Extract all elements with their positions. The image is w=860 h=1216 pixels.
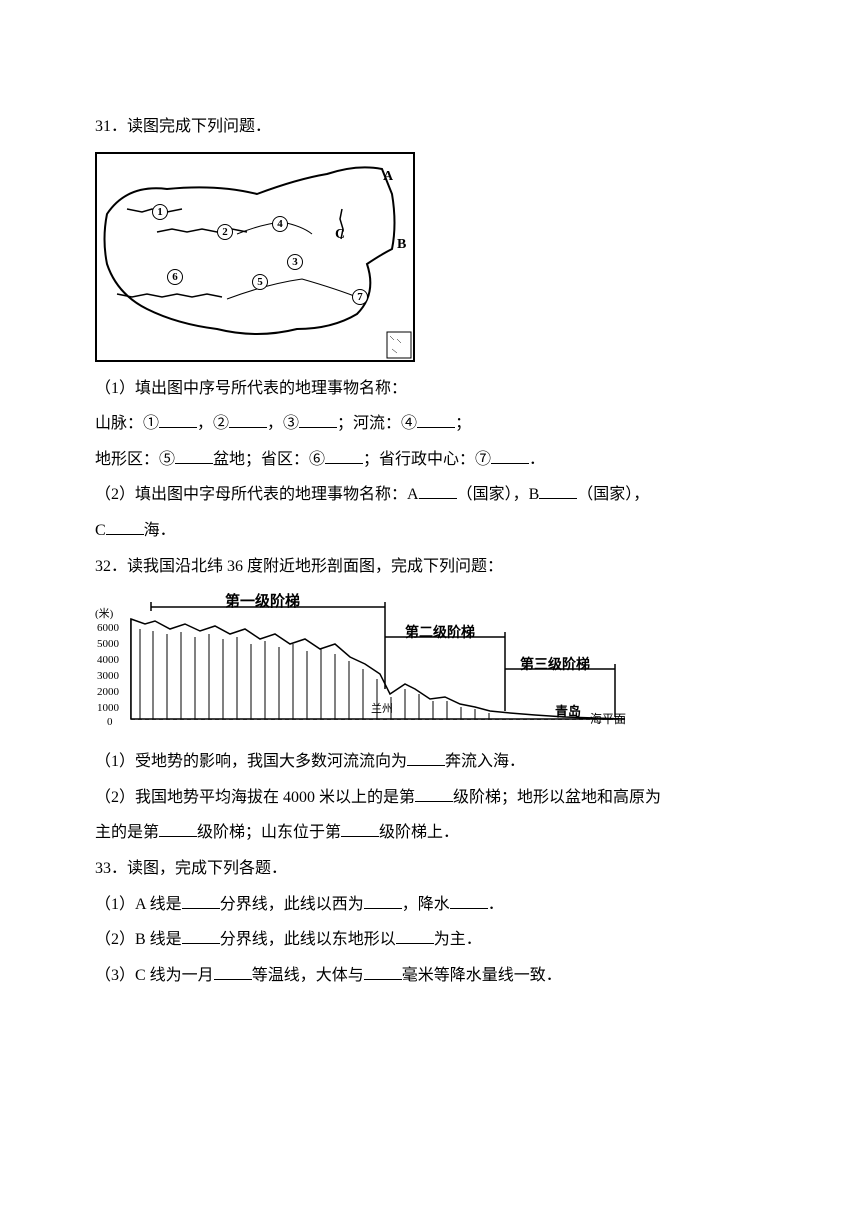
text: ，③	[267, 415, 299, 432]
lanzhou-label: 兰州	[371, 698, 393, 721]
map-label-b: B	[397, 230, 406, 259]
text: （1）A 线是	[95, 896, 182, 913]
blank[interactable]	[214, 964, 252, 980]
q33-number: 33	[95, 860, 111, 877]
blank[interactable]	[407, 750, 445, 766]
text: （2）填出图中字母所代表的地理事物名称：A	[95, 486, 419, 503]
map-circled-3: 3	[287, 254, 303, 270]
map-circled-2: 2	[217, 224, 233, 240]
text: 毫米等降水量线一致．	[402, 967, 562, 984]
text: ；河流：④	[337, 415, 417, 432]
text: 地形区：⑤	[95, 451, 175, 468]
text: ，降水	[402, 896, 450, 913]
q31-p1-line2: 山脉：① ，② ，③ ；河流：④ ；	[95, 407, 765, 441]
q31-p1-intro: （1）填出图中序号所代表的地理事物名称：	[95, 372, 765, 406]
text: （1）受地势的影响，我国大多数河流流向为	[95, 753, 407, 770]
q33-p2: （2）B 线是 分界线，此线以东地形以 为主．	[95, 923, 765, 957]
text: 分界线，此线以西为	[220, 896, 364, 913]
text: ；省行政中心：⑦	[363, 451, 491, 468]
q31-p2-line1: （2）填出图中字母所代表的地理事物名称：A （国家），B （国家），	[95, 478, 765, 512]
q32-chart: (米) 6000 5000 4000 3000 2000 1000 0	[95, 589, 635, 739]
text: （国家），B	[457, 486, 540, 503]
blank[interactable]	[325, 448, 363, 464]
blank[interactable]	[415, 786, 453, 802]
blank[interactable]	[417, 412, 455, 428]
blank[interactable]	[106, 519, 144, 535]
q31-p2-line2: C 海．	[95, 514, 765, 548]
blank[interactable]	[539, 483, 577, 499]
text: 海．	[144, 522, 176, 539]
q31-map: A B C 1 2 4 6 5 3 7	[95, 152, 415, 362]
sealevel-label: 海平面	[590, 707, 626, 732]
text: 盆地；省区：⑥	[213, 451, 325, 468]
text: （3）C 线为一月	[95, 967, 214, 984]
blank[interactable]	[450, 893, 488, 909]
blank[interactable]	[159, 821, 197, 837]
text: 级阶梯上．	[379, 824, 459, 841]
text: （2）我国地势平均海拔在 4000 米以上的是第	[95, 789, 415, 806]
blank[interactable]	[182, 893, 220, 909]
map-circled-1: 1	[152, 204, 168, 220]
qingdao-label: 青岛	[555, 698, 581, 725]
map-circled-6: 6	[167, 269, 183, 285]
q31-p1-line3: 地形区：⑤ 盆地；省区：⑥ ；省行政中心：⑦ ．	[95, 443, 765, 477]
q31-prompt-text: 读图完成下列问题．	[127, 118, 271, 135]
text: ，②	[197, 415, 229, 432]
text: 级阶梯；山东位于第	[197, 824, 341, 841]
q31-prompt: 31．读图完成下列问题．	[95, 110, 765, 144]
blank[interactable]	[159, 412, 197, 428]
blank[interactable]	[229, 412, 267, 428]
text: ．	[488, 896, 504, 913]
map-circled-4: 4	[272, 216, 288, 232]
blank[interactable]	[341, 821, 379, 837]
map-label-a: A	[383, 162, 393, 191]
q32-prompt-text: 读我国沿北纬 36 度附近地形剖面图，完成下列问题：	[127, 558, 503, 575]
text: （2）B 线是	[95, 931, 182, 948]
step3-label: 第三级阶梯	[520, 651, 590, 680]
blank[interactable]	[364, 893, 402, 909]
map-label-c: C	[335, 220, 345, 249]
text: 奔流入海．	[445, 753, 525, 770]
blank[interactable]	[491, 448, 529, 464]
text: ．	[529, 451, 545, 468]
q32-p2-line1: （2）我国地势平均海拔在 4000 米以上的是第 级阶梯；地形以盆地和高原为	[95, 781, 765, 815]
q32-number: 32	[95, 558, 111, 575]
text: 分界线，此线以东地形以	[220, 931, 396, 948]
step1-label: 第一级阶梯	[225, 587, 300, 619]
text: ；	[455, 415, 471, 432]
blank[interactable]	[175, 448, 213, 464]
blank[interactable]	[299, 412, 337, 428]
q32-prompt: 32．读我国沿北纬 36 度附近地形剖面图，完成下列问题：	[95, 550, 765, 584]
text: 等温线，大体与	[252, 967, 364, 984]
q33-prompt-text: 读图，完成下列各题．	[127, 860, 287, 877]
q31-number: 31	[95, 118, 111, 135]
text: 主的是第	[95, 824, 159, 841]
step2-label: 第二级阶梯	[405, 619, 475, 648]
text: 山脉：①	[95, 415, 159, 432]
q33-p3: （3）C 线为一月 等温线，大体与 毫米等降水量线一致．	[95, 959, 765, 993]
q32-p1: （1）受地势的影响，我国大多数河流流向为 奔流入海．	[95, 745, 765, 779]
q33-p1: （1）A 线是 分界线，此线以西为 ，降水 ．	[95, 888, 765, 922]
map-circled-7: 7	[352, 289, 368, 305]
text: 为主．	[434, 931, 482, 948]
text: 级阶梯；地形以盆地和高原为	[453, 789, 661, 806]
map-circled-5: 5	[252, 274, 268, 290]
text: C	[95, 522, 106, 539]
text: （国家），	[577, 486, 649, 503]
blank[interactable]	[396, 928, 434, 944]
blank[interactable]	[419, 483, 457, 499]
blank[interactable]	[364, 964, 402, 980]
q32-p2-line2: 主的是第 级阶梯；山东位于第 级阶梯上．	[95, 816, 765, 850]
blank[interactable]	[182, 928, 220, 944]
q33-prompt: 33．读图，完成下列各题．	[95, 852, 765, 886]
